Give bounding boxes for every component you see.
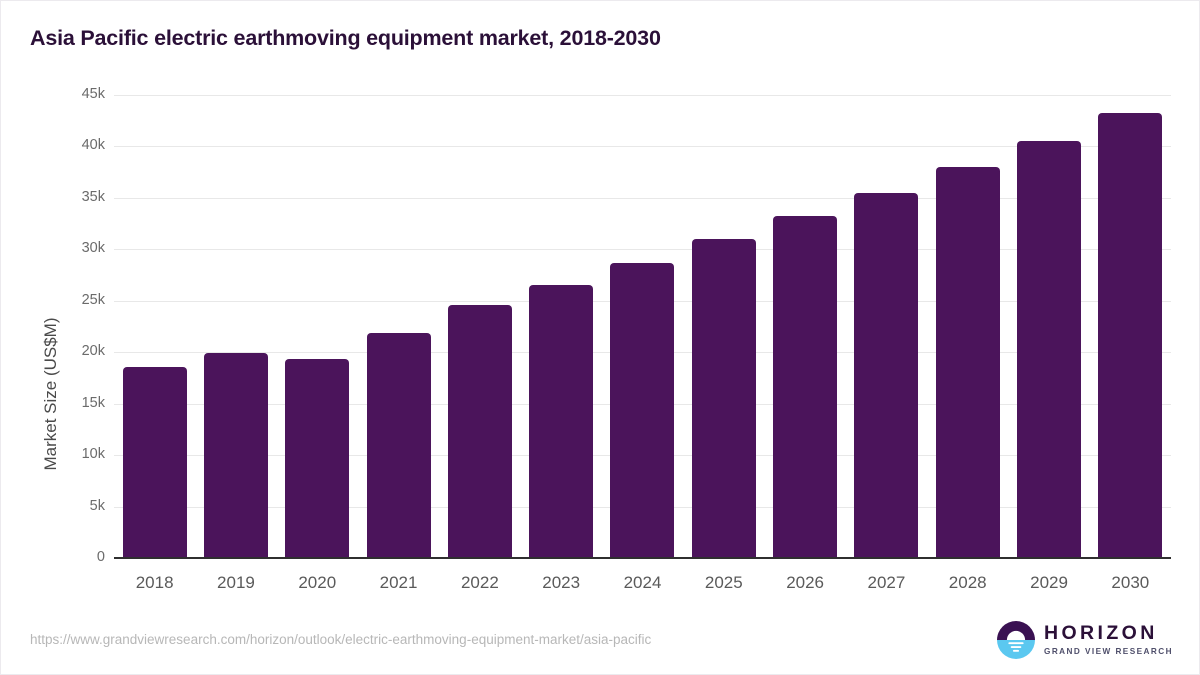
- bar-slot: [358, 95, 439, 558]
- y-axis-tick-label: 5k: [89, 497, 105, 514]
- x-axis-line: [114, 557, 1171, 559]
- bar-slot: [602, 95, 683, 558]
- x-axis: 2018 2019 2020 2021 2022 2023 2024 2025 2026 2027…: [114, 573, 1171, 597]
- horizon-logo[interactable]: HORIZON GRAND VIEW RESEARCH: [997, 621, 1173, 659]
- bar-slot: [277, 95, 358, 558]
- x-axis-tick-label: 2027: [867, 573, 906, 592]
- bar-slot: [683, 95, 764, 558]
- bar[interactable]: [691, 239, 756, 558]
- y-axis-tick-label: 25k: [81, 291, 105, 308]
- logo-name: HORIZON: [1044, 622, 1158, 645]
- y-axis-tick-label: 40k: [81, 137, 105, 154]
- bar[interactable]: [285, 358, 350, 558]
- x-axis-tick-label: 2019: [217, 573, 255, 592]
- bar[interactable]: [203, 352, 268, 558]
- x-axis-tick-label: 2029: [1030, 573, 1068, 592]
- x-axis-tick-label: 2021: [379, 573, 418, 592]
- y-axis-label-holder: Market Size (US$M): [41, 96, 63, 556]
- bar-slot: [1090, 95, 1171, 558]
- bar-slot: [114, 95, 195, 558]
- bar-slot: [439, 95, 520, 558]
- x-axis-tick-label: 2022: [460, 573, 499, 592]
- gridline: [114, 197, 1171, 199]
- bar-slot: [521, 95, 602, 558]
- bar-slot: [1008, 95, 1089, 558]
- horizon-logo-icon: [997, 621, 1035, 659]
- logo-tagline: GRAND VIEW RESEARCH: [1044, 646, 1173, 656]
- x-axis-tick-label: 2024: [623, 573, 662, 592]
- x-axis-tick-label: 2020: [298, 573, 337, 592]
- bar[interactable]: [447, 304, 512, 558]
- bar[interactable]: [610, 262, 675, 558]
- bar[interactable]: [935, 167, 1000, 558]
- bar-slot: [927, 95, 1008, 558]
- bar[interactable]: [854, 192, 919, 558]
- bar-slot: [846, 95, 927, 558]
- bar[interactable]: [529, 285, 594, 558]
- y-axis-tick-label: 10k: [81, 446, 105, 463]
- bar[interactable]: [122, 366, 187, 558]
- x-axis-tick-label: 2023: [542, 573, 581, 592]
- gridline: [114, 249, 1171, 251]
- bar[interactable]: [366, 332, 431, 558]
- x-axis-tick-label: 2018: [135, 573, 174, 592]
- x-axis-tick-label: 2025: [704, 573, 743, 592]
- bar-slot: [764, 95, 845, 558]
- y-axis-tick-label: 0: [96, 549, 105, 565]
- bar[interactable]: [1098, 113, 1163, 558]
- x-axis-tick-label: 2028: [948, 573, 987, 592]
- bar[interactable]: [1017, 140, 1082, 558]
- y-axis-tick-label: 35k: [81, 188, 105, 205]
- bar-slot: [195, 95, 276, 558]
- gridline: [114, 146, 1171, 148]
- bar-series: [114, 95, 1171, 558]
- x-axis-tick-label: 2026: [786, 573, 825, 592]
- source-url[interactable]: https://www.grandviewresearch.com/horizo…: [30, 632, 652, 647]
- gridline: [114, 95, 1171, 96]
- y-axis-tick-label: 15k: [81, 394, 105, 411]
- page-title: Asia Pacific electric earthmoving equipm…: [30, 26, 661, 50]
- logo-text: HORIZON GRAND VIEW RESEARCH: [1044, 624, 1173, 656]
- y-axis-tick-label: 30k: [81, 240, 105, 257]
- x-axis-tick-label: 2030: [1111, 573, 1150, 592]
- y-axis-tick-label: 45k: [81, 86, 105, 102]
- y-axis-tick-label: 20k: [81, 343, 105, 360]
- bar[interactable]: [773, 216, 838, 558]
